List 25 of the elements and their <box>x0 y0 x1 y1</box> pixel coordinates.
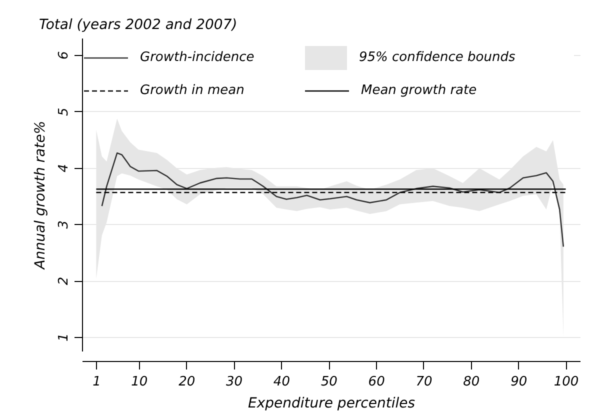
x-tick-label: 90 <box>510 374 528 390</box>
y-tick-label: 1 <box>56 333 72 342</box>
legend-label: Growth in mean <box>140 83 244 98</box>
y-tick-label: 4 <box>56 164 72 172</box>
line-series <box>101 152 564 248</box>
x-tick-label: 70 <box>416 374 432 390</box>
x-tick-label: 10 <box>131 374 148 390</box>
x-tick-label: 50 <box>320 374 338 390</box>
annotation: 95% confidence bounds <box>359 50 516 65</box>
y-tick-label: 3 <box>56 220 72 229</box>
x-tick-label: 40 <box>273 374 290 390</box>
x-tick-label: 20 <box>178 374 196 390</box>
legend-label: Growth-incidence <box>140 50 254 65</box>
x-tick-label: 1 <box>92 374 101 390</box>
chart-title: Total (years 2002 and 2007) <box>39 17 238 33</box>
legend-label: Mean growth rate <box>361 83 477 98</box>
y-tick-label: 5 <box>56 108 72 116</box>
y-tick-label: 6 <box>56 51 72 60</box>
x-tick-label: 30 <box>226 374 243 390</box>
x-tick-label: 100 <box>554 374 579 390</box>
y-axis-title: Annual growth rate% <box>32 120 48 270</box>
x-axis-title: Expenditure percentiles <box>248 396 416 412</box>
x-tick-label: 80 <box>463 374 480 390</box>
x-tick-label: 60 <box>368 374 385 390</box>
y-tick-label: 2 <box>56 276 72 286</box>
